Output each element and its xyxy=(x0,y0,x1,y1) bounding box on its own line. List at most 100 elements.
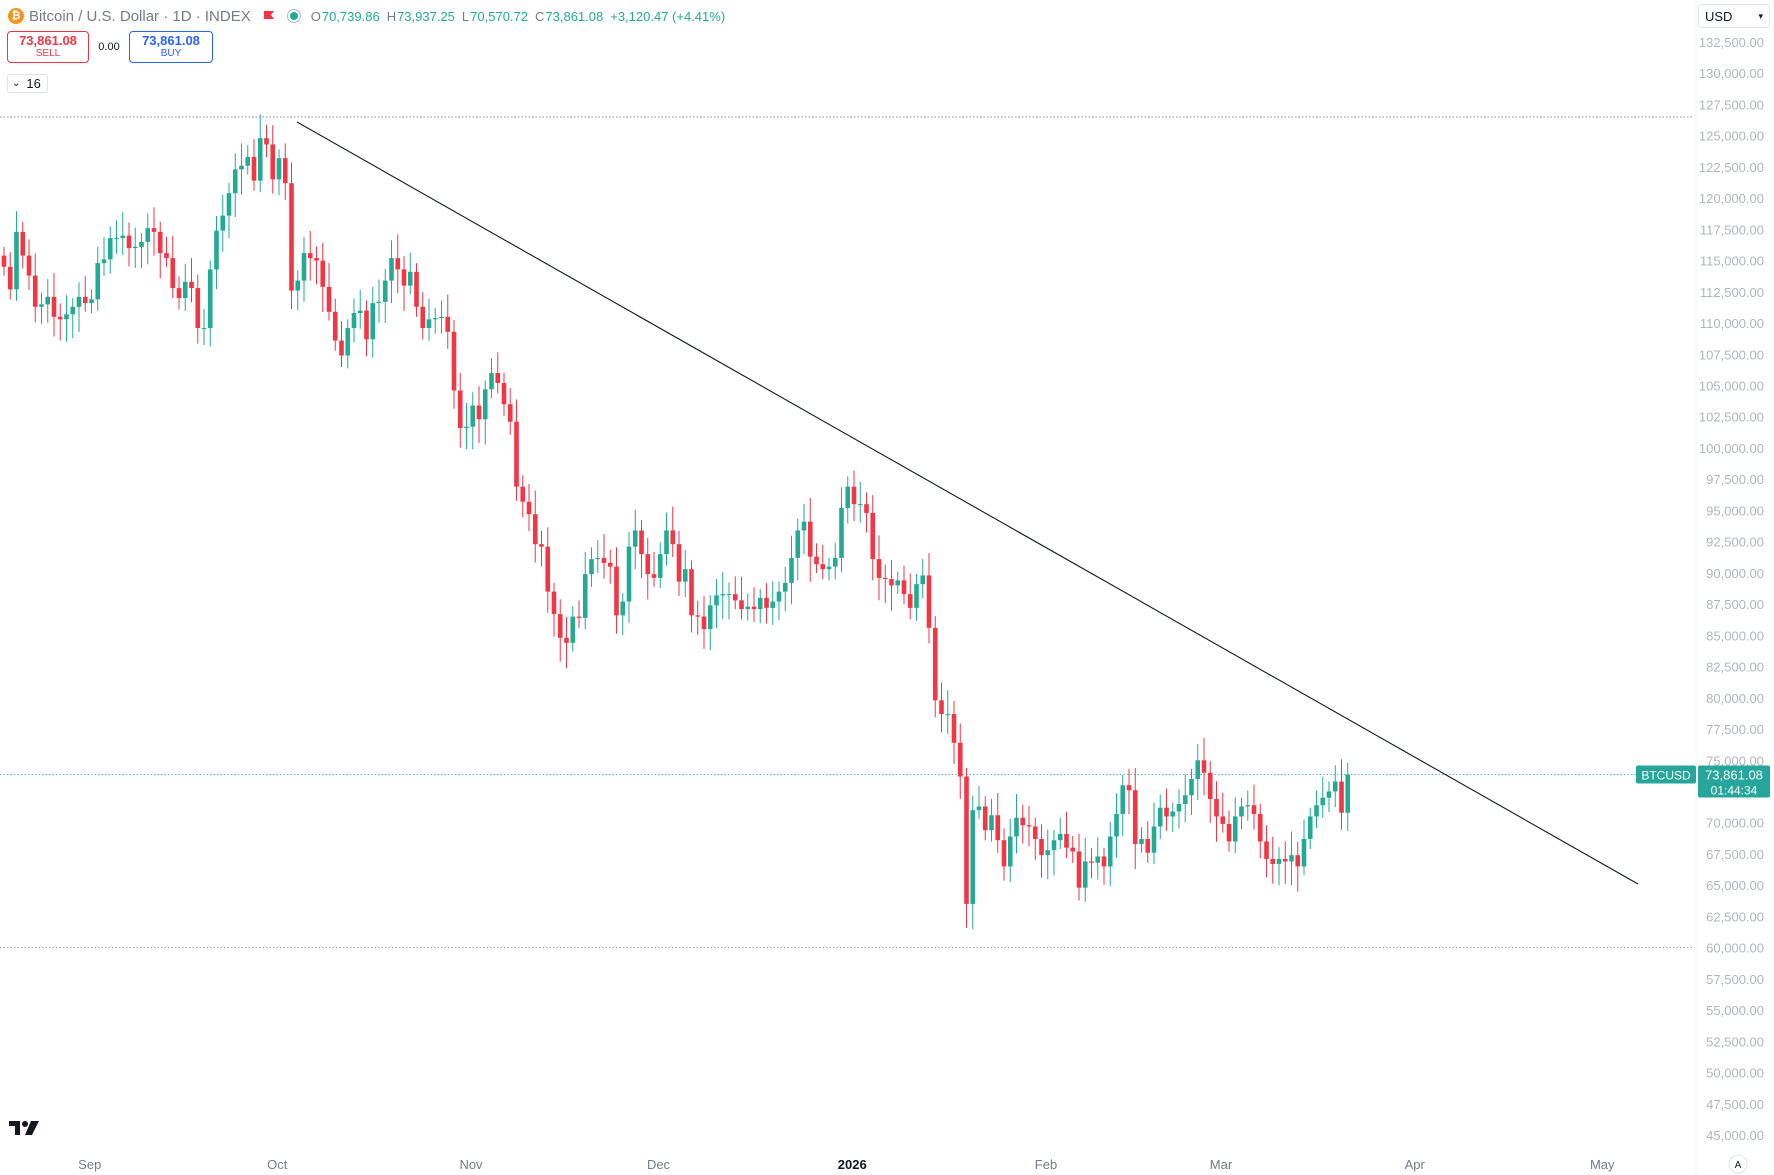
candle[interactable] xyxy=(682,549,688,598)
candle[interactable] xyxy=(1326,781,1332,812)
candle[interactable] xyxy=(964,767,969,928)
candle[interactable] xyxy=(595,540,601,574)
candle[interactable] xyxy=(589,547,594,588)
candle[interactable] xyxy=(507,388,513,435)
candle[interactable] xyxy=(645,537,651,600)
candle[interactable] xyxy=(1257,803,1263,859)
candle[interactable] xyxy=(1151,802,1157,865)
candle[interactable] xyxy=(689,560,694,633)
candle[interactable] xyxy=(1320,776,1326,819)
candle[interactable] xyxy=(107,226,113,274)
candle[interactable] xyxy=(95,246,101,311)
candle[interactable] xyxy=(1082,837,1088,902)
candle[interactable] xyxy=(1307,807,1313,850)
candle[interactable] xyxy=(414,263,419,317)
candle[interactable] xyxy=(1070,835,1076,863)
candle[interactable] xyxy=(245,145,251,175)
candle[interactable] xyxy=(726,582,732,620)
candle[interactable] xyxy=(1020,804,1026,844)
candle[interactable] xyxy=(1314,790,1319,828)
candle[interactable] xyxy=(364,300,369,357)
candle[interactable] xyxy=(626,531,632,623)
candle[interactable] xyxy=(1026,805,1032,847)
candle[interactable] xyxy=(514,399,519,501)
candle[interactable] xyxy=(1289,831,1294,886)
candle[interactable] xyxy=(632,509,638,570)
candle[interactable] xyxy=(276,149,282,196)
candle[interactable] xyxy=(26,239,32,290)
candle[interactable] xyxy=(1301,819,1307,876)
buy-button[interactable]: 73,861.08 BUY xyxy=(129,31,213,63)
candle[interactable] xyxy=(1295,841,1301,892)
candle[interactable] xyxy=(1051,829,1057,876)
candle[interactable] xyxy=(1276,847,1282,886)
candle[interactable] xyxy=(1195,744,1201,801)
candle[interactable] xyxy=(470,392,476,450)
candle[interactable] xyxy=(764,583,769,624)
candle[interactable] xyxy=(126,222,132,267)
candle[interactable] xyxy=(45,279,51,323)
candle[interactable] xyxy=(1089,848,1094,879)
trend-line[interactable] xyxy=(296,121,1639,885)
candle[interactable] xyxy=(407,252,413,295)
candle[interactable] xyxy=(145,213,151,265)
candle[interactable] xyxy=(926,553,932,644)
candle[interactable] xyxy=(739,576,744,620)
candle[interactable] xyxy=(1226,810,1232,852)
candle[interactable] xyxy=(657,542,663,589)
candle[interactable] xyxy=(776,581,782,620)
candle[interactable] xyxy=(889,559,894,611)
candle[interactable] xyxy=(701,595,707,649)
candle[interactable] xyxy=(89,289,94,314)
candle[interactable] xyxy=(232,153,238,218)
candle[interactable] xyxy=(239,143,244,195)
currency-select[interactable]: USD ▾ xyxy=(1698,4,1770,28)
candle[interactable] xyxy=(339,321,344,368)
candle[interactable] xyxy=(189,258,194,303)
candle[interactable] xyxy=(289,162,294,309)
candle[interactable] xyxy=(820,544,826,580)
candle[interactable] xyxy=(814,543,819,573)
candle[interactable] xyxy=(176,276,182,310)
candle[interactable] xyxy=(432,307,438,334)
candle[interactable] xyxy=(101,237,107,276)
candle[interactable] xyxy=(426,298,432,341)
candle[interactable] xyxy=(1057,817,1063,849)
candle[interactable] xyxy=(1182,774,1188,823)
candle[interactable] xyxy=(882,564,888,603)
candle[interactable] xyxy=(939,682,944,733)
candle[interactable] xyxy=(451,320,457,409)
candle[interactable] xyxy=(182,264,188,311)
candle[interactable] xyxy=(1170,802,1176,833)
candle[interactable] xyxy=(389,240,394,304)
candle[interactable] xyxy=(970,795,976,930)
candle[interactable] xyxy=(976,785,982,819)
candle[interactable] xyxy=(395,234,401,294)
candle[interactable] xyxy=(582,551,588,630)
candle[interactable] xyxy=(76,282,82,333)
candle[interactable] xyxy=(1220,792,1226,833)
candle[interactable] xyxy=(482,380,488,445)
candle[interactable] xyxy=(1232,797,1238,853)
candle[interactable] xyxy=(326,263,332,321)
candle[interactable] xyxy=(226,182,232,239)
candle[interactable] xyxy=(1,246,7,276)
candle[interactable] xyxy=(64,295,69,342)
candle[interactable] xyxy=(70,298,76,339)
candle[interactable] xyxy=(370,286,376,358)
candle[interactable] xyxy=(1107,821,1113,887)
candle[interactable] xyxy=(732,576,738,610)
candle[interactable] xyxy=(545,527,551,613)
candle[interactable] xyxy=(32,253,38,323)
candle[interactable] xyxy=(7,252,13,300)
candle[interactable] xyxy=(901,565,907,605)
candle[interactable] xyxy=(1001,828,1007,881)
candle[interactable] xyxy=(1264,825,1269,878)
candle[interactable] xyxy=(789,535,794,604)
candle[interactable] xyxy=(1076,833,1082,901)
candle[interactable] xyxy=(420,292,426,340)
candle[interactable] xyxy=(1120,774,1126,837)
candle[interactable] xyxy=(520,474,526,518)
candle[interactable] xyxy=(20,221,26,269)
